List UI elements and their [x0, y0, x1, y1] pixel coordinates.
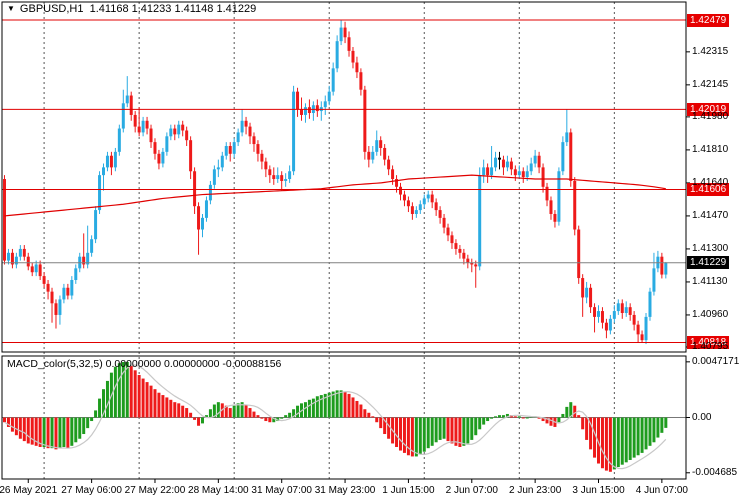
moving-average-line — [4, 174, 666, 217]
macd-signal-line — [4, 364, 667, 470]
macd-pane-border — [1, 355, 687, 480]
symbol-period-label: GBPUSD,H1 — [19, 3, 84, 15]
candlesticks — [3, 20, 668, 345]
chart-title: ▼ GBPUSD,H1 1.41168 1.41233 1.41148 1.412… — [7, 3, 256, 15]
macd-histogram — [2, 361, 686, 472]
macd-indicator-label: MACD_color(5,32,5) 0.00000000 0.00000000… — [7, 358, 282, 370]
ohlc-values: 1.41168 1.41233 1.41148 1.41229 — [89, 3, 257, 15]
main-pane-border — [1, 1, 687, 353]
symbol-dropdown-icon[interactable]: ▼ — [7, 4, 15, 13]
